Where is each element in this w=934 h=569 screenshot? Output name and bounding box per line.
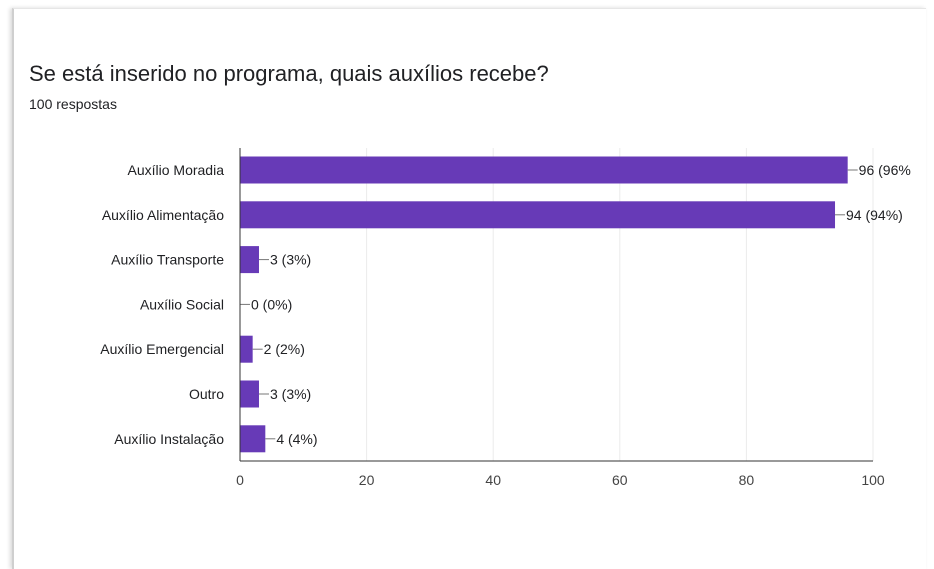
data-label: 3 (3%)	[270, 386, 311, 402]
bar	[240, 380, 259, 408]
data-label: 0 (0%)	[251, 296, 292, 312]
bar	[240, 156, 848, 184]
response-count: 100 respostas	[29, 96, 117, 112]
bar	[240, 335, 253, 363]
x-tick-label: 60	[612, 472, 628, 488]
category-label: Auxílio Social	[140, 296, 224, 312]
category-label: Auxílio Alimentação	[102, 207, 224, 223]
bar	[240, 201, 836, 229]
data-label: 94 (94%)	[846, 207, 903, 223]
category-label: Auxílio Emergencial	[100, 341, 224, 357]
x-tick-label: 40	[485, 472, 501, 488]
bar	[240, 246, 259, 274]
data-label: 2 (2%)	[264, 341, 305, 357]
category-label: Auxílio Transporte	[111, 252, 224, 268]
category-label: Outro	[189, 386, 224, 402]
category-label: Auxílio Moradia	[128, 162, 225, 178]
x-tick-label: 100	[861, 472, 885, 488]
x-tick-label: 20	[359, 472, 375, 488]
bar-chart: Auxílio Moradia 96 (96% Auxílio Alimentaçã…	[100, 148, 911, 488]
data-label: 4 (4%)	[276, 431, 317, 447]
bar	[240, 425, 266, 453]
data-label: 3 (3%)	[270, 252, 311, 268]
chart-title: Se está inserido no programa, quais auxí…	[29, 61, 549, 86]
chart-card	[12, 8, 926, 569]
x-tick-label: 80	[739, 472, 755, 488]
category-label: Auxílio Instalação	[114, 431, 224, 447]
data-label: 96 (96%	[859, 162, 911, 178]
x-tick-label: 0	[236, 472, 244, 488]
